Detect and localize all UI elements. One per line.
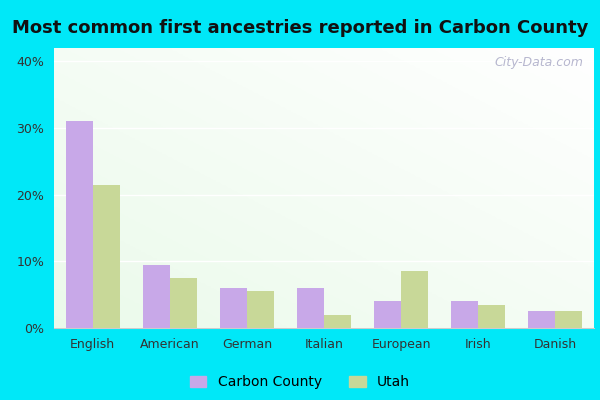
Bar — [451, 301, 478, 328]
Text: City-Data.com: City-Data.com — [494, 56, 583, 70]
Bar — [220, 288, 247, 328]
Bar — [529, 311, 556, 328]
Text: Most common first ancestries reported in Carbon County: Most common first ancestries reported in… — [12, 19, 588, 37]
Bar — [65, 121, 92, 328]
Bar — [478, 305, 505, 328]
Bar — [556, 311, 583, 328]
Bar — [374, 301, 401, 328]
Bar — [297, 288, 324, 328]
Bar — [92, 185, 119, 328]
Bar — [324, 315, 351, 328]
Bar — [401, 271, 428, 328]
Legend: Carbon County, Utah: Carbon County, Utah — [190, 375, 410, 389]
Bar — [170, 278, 197, 328]
Bar — [143, 265, 170, 328]
Bar — [247, 291, 274, 328]
